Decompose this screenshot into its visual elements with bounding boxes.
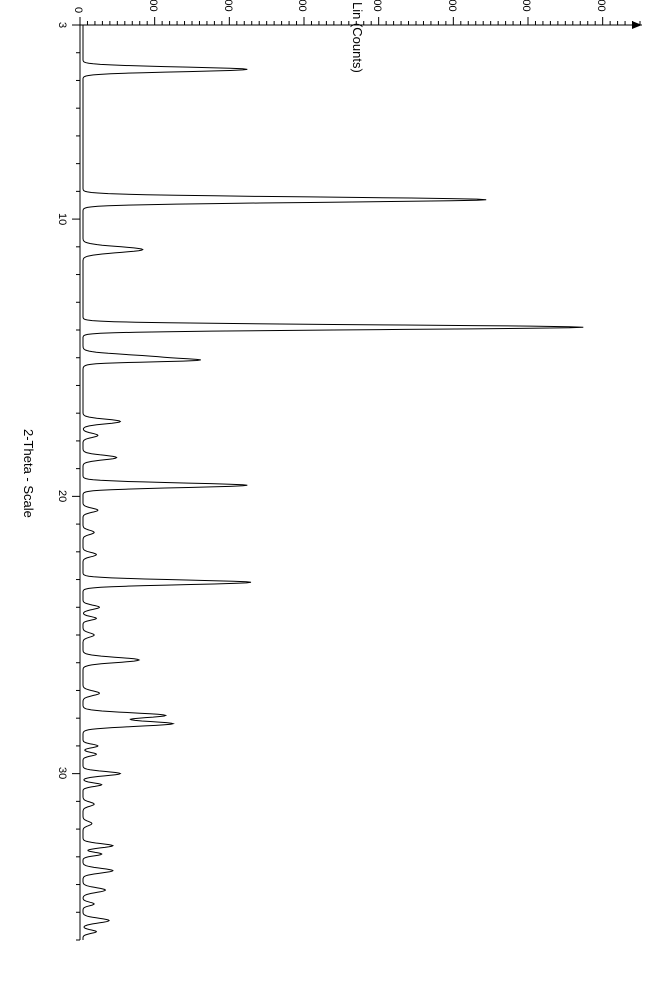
y-tick-label: 70000 [595, 0, 607, 12]
y-tick-label: 60000 [520, 0, 532, 12]
x-axis-title: 2-Theta - Scale [21, 429, 36, 518]
y-tick-label: 40000 [371, 0, 383, 12]
xrd-chart-container: 0 10000 20000 30000 40000 50000 60000 70000 Lin … [0, 0, 670, 1000]
y-tick-label: 50000 [446, 0, 458, 12]
y-axis-title: Lin (Counts) [350, 2, 365, 73]
x-tick-label: 3 [56, 22, 68, 28]
y-tick-label: 30000 [296, 0, 308, 12]
y-tick-label: 0 [72, 7, 84, 13]
y-tick-label: 20000 [222, 0, 234, 12]
x-tick-label: 30 [56, 767, 68, 779]
xrd-plot [0, 0, 670, 1000]
x-tick-label: 10 [56, 213, 68, 225]
x-tick-label: 20 [56, 490, 68, 502]
y-tick-label: 10000 [147, 0, 159, 12]
